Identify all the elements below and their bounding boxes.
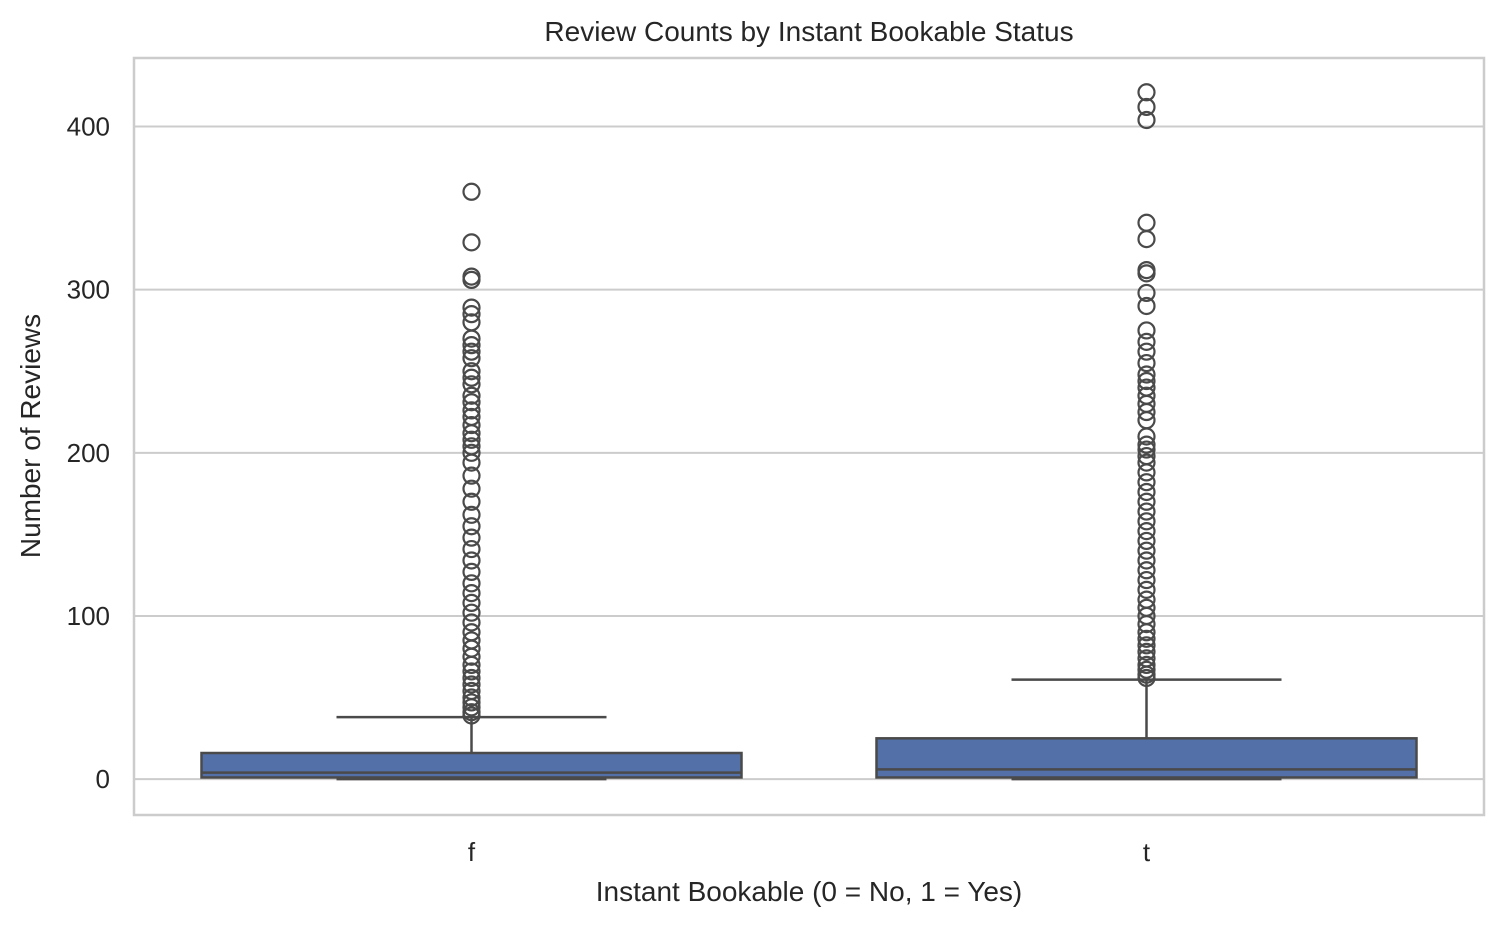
- outlier-point: [462, 305, 481, 324]
- outlier-point: [462, 443, 481, 462]
- x-tick-label: t: [1143, 837, 1151, 867]
- outlier-point: [462, 562, 481, 582]
- outlier-point: [1137, 110, 1156, 130]
- y-tick-label: 100: [67, 601, 110, 631]
- box-t: [875, 737, 1418, 779]
- outlier-point: [1137, 83, 1156, 102]
- outlier-point: [462, 551, 481, 570]
- outlier-point: [462, 386, 481, 405]
- outlier-point: [462, 479, 481, 498]
- outlier-point: [462, 675, 481, 694]
- outlier-point: [1137, 660, 1156, 679]
- outlier-point: [1137, 590, 1156, 609]
- outlier-point: [1137, 561, 1156, 580]
- outlier-point: [462, 393, 481, 412]
- outlier-point: [1137, 371, 1156, 391]
- outlier-point: [462, 574, 481, 593]
- outlier-point: [1137, 260, 1156, 280]
- outlier-point: [462, 401, 481, 420]
- x-tick-label: f: [468, 837, 476, 867]
- outlier-point: [1137, 296, 1156, 316]
- outlier-point: [1137, 440, 1156, 459]
- y-tick-label: 400: [67, 112, 110, 142]
- outlier-point: [462, 407, 481, 427]
- outlier-point: [1137, 655, 1156, 675]
- outlier-point: [1137, 453, 1156, 472]
- outlier-point: [1137, 482, 1156, 502]
- outlier-point: [462, 703, 481, 722]
- outlier-point: [1137, 512, 1156, 531]
- outlier-point: [1137, 492, 1156, 511]
- outlier-point: [462, 466, 481, 485]
- outlier-point: [462, 415, 481, 435]
- plot-area: 0 100 200 300 400 f t: [67, 56, 1486, 867]
- outlier-point: [1137, 342, 1156, 361]
- outlier-point: [1137, 446, 1156, 466]
- outlier-point: [1137, 649, 1156, 668]
- outlier-point: [1137, 570, 1156, 590]
- outlier-point: [462, 368, 481, 387]
- outlier-point: [462, 668, 481, 688]
- outlier-point: [1137, 502, 1156, 521]
- outlier-point: [1137, 353, 1156, 373]
- outlier-point: [462, 681, 481, 701]
- outlier-point: [462, 233, 481, 252]
- outlier-point: [1137, 386, 1156, 405]
- outlier-point: [462, 539, 481, 559]
- outlier-point: [1137, 435, 1156, 454]
- plot-frame: [132, 56, 1486, 817]
- outlier-point: [1137, 522, 1156, 541]
- outlier-point: [462, 528, 481, 547]
- outlier-point: [1137, 321, 1156, 340]
- outlier-point: [1137, 473, 1156, 492]
- outlier-point: [1137, 531, 1156, 551]
- outlier-point: [1137, 365, 1156, 384]
- outlier-point: [462, 688, 481, 707]
- outlier-point: [462, 693, 481, 712]
- y-tick-label: 300: [67, 275, 110, 305]
- outlier-point: [462, 336, 481, 355]
- outlier-point: [462, 298, 481, 317]
- outlier-point: [1137, 629, 1156, 648]
- outlier-point: [462, 584, 481, 603]
- outlier-point: [462, 623, 481, 642]
- outlier-point: [1137, 551, 1156, 570]
- outlier-point: [462, 593, 481, 613]
- outlier-point: [1137, 580, 1156, 599]
- outlier-point: [462, 492, 481, 511]
- outlier-point: [462, 267, 481, 286]
- outlier-point: [462, 430, 481, 449]
- y-tick-label: 0: [96, 764, 110, 794]
- outlier-point: [462, 362, 481, 381]
- outlier-point: [462, 437, 481, 456]
- outlier-point: [462, 375, 481, 394]
- outlier-point: [462, 342, 481, 361]
- outlier-point: [1137, 229, 1156, 249]
- x-axis-label: Instant Bookable (0 = No, 1 = Yes): [596, 876, 1023, 907]
- outlier-point: [462, 505, 481, 524]
- outlier-point: [1137, 213, 1156, 232]
- y-axis-label: Number of Reviews: [15, 314, 46, 558]
- outlier-point: [462, 349, 481, 368]
- outlier-point: [1137, 541, 1156, 560]
- outlier-point: [462, 313, 481, 332]
- outlier-point: [1137, 97, 1156, 117]
- outlier-point: [462, 182, 481, 201]
- outlier-point: [1137, 283, 1156, 303]
- outlier-point: [462, 603, 481, 622]
- y-tick-label: 200: [67, 438, 110, 468]
- outlier-point: [1137, 642, 1156, 661]
- outlier-point: [462, 517, 481, 536]
- outlier-point: [462, 631, 481, 650]
- chart-title: Review Counts by Instant Bookable Status: [544, 16, 1073, 47]
- outlier-point: [462, 613, 481, 632]
- outlier-point: [1137, 636, 1156, 655]
- outlier-point: [462, 662, 481, 681]
- outlier-point: [1137, 378, 1156, 397]
- outlier-point: [1137, 598, 1156, 617]
- outlier-point: [1137, 332, 1156, 351]
